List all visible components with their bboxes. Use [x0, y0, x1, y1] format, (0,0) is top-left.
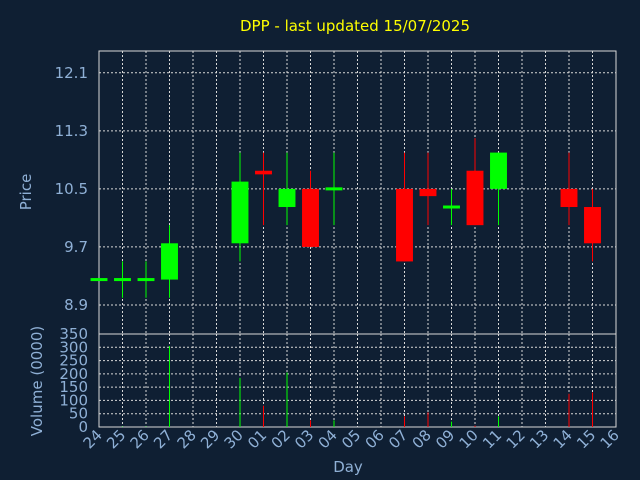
volume-tick-label: 100 — [59, 391, 88, 409]
x-tick-label: 02 — [268, 426, 294, 452]
chart-title: DPP - last updated 15/07/2025 — [240, 17, 470, 35]
x-tick-label: 15 — [573, 426, 599, 452]
volume-tick-label: 200 — [59, 365, 88, 383]
candle-body-02 — [278, 188, 296, 208]
x-tick-label: 13 — [526, 426, 552, 452]
x-tick-label: 27 — [150, 426, 176, 452]
volume-axis-label: Volume (0000) — [28, 326, 46, 436]
x-tick-label: 07 — [385, 426, 411, 452]
price-tick-label: 12.1 — [55, 64, 88, 82]
price-axis-label: Price — [17, 174, 35, 211]
volume-tick-label: 250 — [59, 352, 88, 370]
candle-body-04 — [325, 187, 343, 191]
candle-body-26 — [137, 278, 155, 282]
x-axis-labels: 2425262728293001020304050607080910111213… — [80, 426, 623, 452]
price-panel: 8.9 9.7 10.5 11.3 12.1 — [55, 50, 617, 335]
candle-body-11 — [490, 152, 507, 189]
candle-body-24 — [90, 278, 108, 282]
x-axis-label: Day — [333, 458, 363, 476]
x-tick-label: 30 — [221, 426, 247, 452]
x-tick-label: 01 — [244, 426, 270, 452]
volume-tick-label: 150 — [59, 378, 88, 396]
candle-body-09 — [443, 205, 460, 209]
x-tick-label: 05 — [338, 426, 364, 452]
candle-body-08 — [419, 188, 437, 197]
x-tick-label: 26 — [127, 426, 153, 452]
volume-tick-label: 50 — [69, 405, 88, 423]
candle-body-07 — [396, 188, 413, 262]
x-tick-label: 08 — [409, 426, 435, 452]
candle-body-30 — [231, 181, 249, 244]
candle-body-01 — [255, 170, 272, 175]
candle-body-14 — [560, 188, 578, 208]
volume-tick-label: 0 — [78, 418, 88, 436]
x-tick-label: 10 — [456, 426, 482, 452]
x-tick-label: 29 — [197, 426, 223, 452]
x-tick-label: 12 — [503, 426, 529, 452]
price-tick-label: 8.9 — [64, 296, 88, 314]
x-tick-label: 16 — [597, 426, 623, 452]
x-tick-label: 06 — [362, 426, 388, 452]
x-tick-label: 04 — [315, 426, 341, 452]
x-tick-label: 14 — [550, 426, 576, 452]
price-tick-label: 9.7 — [64, 238, 88, 256]
price-tick-label: 11.3 — [55, 122, 88, 140]
candle-body-10 — [466, 170, 484, 226]
volume-tick-label: 300 — [59, 338, 88, 356]
candle-body-15 — [584, 207, 601, 244]
x-tick-label: 03 — [291, 426, 317, 452]
volume-tick-label: 350 — [59, 325, 88, 343]
x-tick-label: 11 — [479, 426, 505, 452]
x-tick-label: 25 — [103, 426, 129, 452]
candle-body-03 — [302, 188, 319, 247]
candle-body-27 — [161, 243, 178, 280]
x-tick-label: 28 — [174, 426, 200, 452]
candle-body-25 — [114, 278, 131, 282]
x-tick-label: 09 — [432, 426, 458, 452]
price-tick-label: 10.5 — [55, 180, 88, 198]
